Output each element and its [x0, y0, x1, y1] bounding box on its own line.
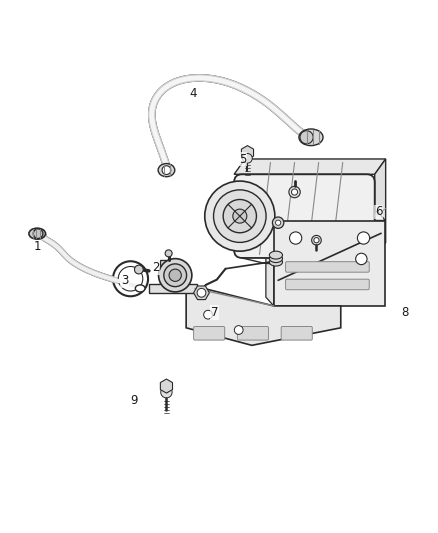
Circle shape — [134, 265, 143, 274]
Ellipse shape — [29, 228, 46, 239]
Text: 2: 2 — [152, 261, 159, 274]
FancyBboxPatch shape — [286, 279, 369, 290]
Ellipse shape — [269, 258, 283, 266]
Text: 1: 1 — [33, 240, 41, 253]
Circle shape — [197, 288, 206, 297]
FancyBboxPatch shape — [281, 327, 312, 340]
Circle shape — [356, 253, 367, 265]
Circle shape — [164, 264, 187, 287]
Ellipse shape — [135, 285, 145, 292]
Circle shape — [165, 250, 172, 257]
Circle shape — [204, 310, 212, 319]
FancyBboxPatch shape — [234, 174, 374, 258]
Circle shape — [118, 266, 143, 291]
Polygon shape — [374, 159, 385, 258]
Circle shape — [205, 181, 275, 251]
Circle shape — [289, 187, 300, 198]
Circle shape — [233, 209, 247, 223]
Circle shape — [276, 220, 281, 225]
Text: 9: 9 — [130, 393, 138, 407]
Ellipse shape — [269, 255, 283, 263]
Ellipse shape — [300, 131, 313, 144]
Text: 5: 5 — [240, 152, 247, 166]
Circle shape — [159, 259, 192, 292]
Circle shape — [169, 269, 181, 281]
Polygon shape — [266, 212, 385, 221]
FancyBboxPatch shape — [274, 221, 385, 306]
FancyBboxPatch shape — [237, 327, 268, 340]
Polygon shape — [266, 212, 274, 306]
Circle shape — [357, 232, 370, 244]
Polygon shape — [186, 284, 341, 345]
Text: 7: 7 — [211, 306, 219, 319]
Circle shape — [312, 236, 321, 245]
FancyBboxPatch shape — [286, 262, 369, 272]
Circle shape — [214, 190, 266, 243]
Ellipse shape — [269, 251, 283, 259]
Circle shape — [234, 326, 243, 334]
Text: 4: 4 — [189, 87, 197, 100]
Text: 3: 3 — [121, 274, 128, 287]
Circle shape — [290, 232, 302, 244]
Ellipse shape — [299, 129, 323, 146]
Circle shape — [292, 189, 297, 195]
Polygon shape — [234, 159, 385, 174]
Circle shape — [314, 238, 319, 243]
FancyBboxPatch shape — [194, 327, 225, 340]
Ellipse shape — [33, 229, 43, 238]
Circle shape — [161, 386, 172, 398]
Circle shape — [223, 199, 257, 233]
Text: 6: 6 — [375, 205, 383, 218]
Circle shape — [162, 166, 171, 174]
Ellipse shape — [158, 164, 175, 177]
Polygon shape — [149, 260, 197, 293]
Circle shape — [113, 261, 148, 296]
Circle shape — [272, 217, 284, 229]
Text: 8: 8 — [402, 306, 409, 319]
Circle shape — [243, 154, 252, 163]
